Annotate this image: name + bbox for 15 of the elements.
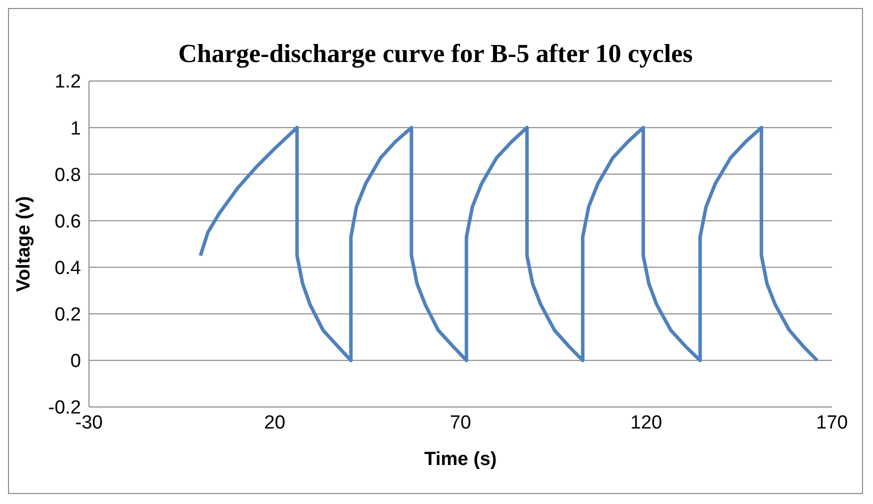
y-axis-title: Voltage (v) xyxy=(14,196,35,292)
y-tick-label: 1.2 xyxy=(54,72,81,93)
x-axis-title: Time (s) xyxy=(424,449,497,470)
x-tick-label: 20 xyxy=(264,412,286,434)
y-tick-label: 0.2 xyxy=(54,304,81,326)
line-series xyxy=(198,126,819,362)
y-tick-label: 0.6 xyxy=(54,211,81,232)
chart-title: Charge-discharge curve for B-5 after 10 cycles xyxy=(177,39,694,69)
y-tick-label: 0.8 xyxy=(54,164,81,186)
y-tick-label: 1 xyxy=(70,118,81,140)
y-tick-label: 0.4 xyxy=(54,258,82,280)
x-tick-label: 170 xyxy=(816,412,848,434)
x-tick-label: 70 xyxy=(450,412,472,434)
y-tick-label: 0 xyxy=(70,351,81,372)
x-tick-label: 120 xyxy=(630,412,662,434)
